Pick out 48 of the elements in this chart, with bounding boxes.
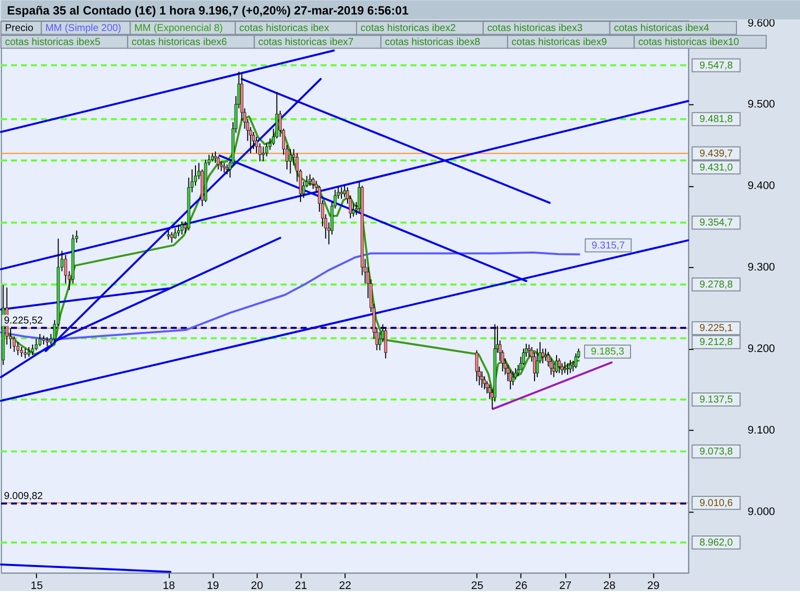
ref-line-label: 9.481,8 xyxy=(699,114,734,126)
x-tick-label: 26 xyxy=(515,580,528,592)
y-tick-label: 9.000 xyxy=(748,506,776,518)
annotation: cotas historicas ibex6 xyxy=(132,36,228,48)
x-tick-label: 22 xyxy=(338,580,352,592)
y-tick-label: 9.300 xyxy=(748,262,776,274)
annotation: cotas historicas ibex xyxy=(239,22,330,34)
x-tick-label: 28 xyxy=(603,580,616,592)
ref-line-label: 9.278,8 xyxy=(699,279,734,290)
ref-line-label: 9.431,0 xyxy=(699,162,734,174)
x-tick-label: 29 xyxy=(647,580,660,592)
x-tick-label: 25 xyxy=(471,580,484,592)
annotation: cotas historicas ibex5 xyxy=(4,36,101,48)
x-tick-label: 21 xyxy=(294,580,308,592)
ref-line-label: 9.225,52 xyxy=(4,315,44,326)
annotation: cotas historicas ibex9 xyxy=(512,36,608,48)
data-label: 9.185,3 xyxy=(590,346,625,358)
ref-line-label: 9.073,8 xyxy=(699,446,734,458)
y-tick-label: 9.600 xyxy=(748,17,776,30)
ref-line-label: 9.009,82 xyxy=(4,491,44,502)
x-tick-label: 18 xyxy=(162,580,175,592)
annotation: cotas historicas ibex3 xyxy=(487,22,583,34)
ref-line-label: 9.354,7 xyxy=(699,218,734,229)
ref-line-label: 9.225,1 xyxy=(699,323,734,334)
annotation: cotas historicas ibex8 xyxy=(384,36,481,48)
x-tick-label: 20 xyxy=(250,580,264,592)
text: MM (Simple 200) xyxy=(45,22,122,34)
chart-title: España 35 al Contado (1€) 1 hora 9.196,7 (+0,20%) 27-mar-2019 6:56:01 xyxy=(6,3,409,18)
y-tick-label: 9.100 xyxy=(748,424,776,437)
x-tick-label: 15 xyxy=(30,580,43,592)
annotation: cotas historicas ibex10 xyxy=(638,36,740,48)
x-tick-label: 27 xyxy=(559,580,572,592)
ref-line-label: 9.137,5 xyxy=(699,394,734,406)
y-tick-label: 9.400 xyxy=(748,180,776,192)
y-tick-label: 9.500 xyxy=(748,98,776,111)
text: MM (Exponencial 8) xyxy=(134,22,223,34)
ref-line-label: 9.010,6 xyxy=(699,498,734,509)
annotation: cotas historicas ibex7 xyxy=(258,36,354,48)
data-label: 9.315,7 xyxy=(592,240,626,252)
ref-line-label: 9.212,8 xyxy=(699,337,734,348)
x-tick-label: 19 xyxy=(206,580,220,592)
annotation: cotas historicas ibex2 xyxy=(360,22,456,34)
annotation: cotas historicas ibex4 xyxy=(614,22,710,34)
ref-line-label: 9.547,8 xyxy=(699,60,734,72)
ref-line-label: 8.962,0 xyxy=(699,538,734,549)
text: Precio xyxy=(4,22,34,34)
ref-line-label: 9.439,7 xyxy=(699,148,734,160)
y-tick-label: 9.200 xyxy=(748,343,776,356)
